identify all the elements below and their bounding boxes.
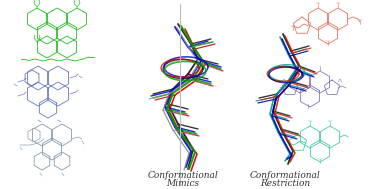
Text: Conformational: Conformational: [148, 170, 218, 180]
Text: Conformational: Conformational: [250, 170, 320, 180]
Text: Restriction: Restriction: [260, 178, 310, 187]
Text: Mimics: Mimics: [166, 178, 199, 187]
